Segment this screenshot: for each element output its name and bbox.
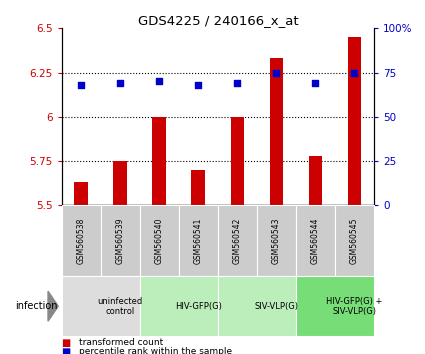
Bar [179,205,218,276]
Point [78,82,85,88]
Bar [230,117,244,205]
Point [273,70,280,75]
Text: percentile rank within the sample: percentile rank within the sample [79,347,232,354]
Point [234,80,241,86]
Bar [296,205,335,276]
Bar [62,205,101,276]
Bar [140,276,218,336]
Text: uninfected
control: uninfected control [98,297,143,316]
Bar [140,205,179,276]
Text: HIV-GFP(G): HIV-GFP(G) [175,302,222,311]
Bar [309,156,322,205]
Text: HIV-GFP(G) +
SIV-VLP(G): HIV-GFP(G) + SIV-VLP(G) [326,297,383,316]
Text: GSM560545: GSM560545 [350,217,359,264]
Text: GSM560541: GSM560541 [194,217,203,264]
Bar [191,170,205,205]
Bar [257,205,296,276]
Text: ■: ■ [62,338,74,348]
Point [312,80,319,86]
Text: infection: infection [15,301,57,311]
Text: GSM560540: GSM560540 [155,217,164,264]
Text: ■: ■ [62,347,74,354]
Bar [74,182,88,205]
Text: GSM560539: GSM560539 [116,217,125,264]
Bar [153,117,166,205]
Point [117,80,124,86]
Text: SIV-VLP(G): SIV-VLP(G) [255,302,298,311]
Title: GDS4225 / 240166_x_at: GDS4225 / 240166_x_at [138,14,298,27]
Text: GSM560542: GSM560542 [233,217,242,264]
Bar [113,161,127,205]
Polygon shape [48,291,58,321]
Bar [218,276,296,336]
Point [351,70,358,75]
Bar [335,205,374,276]
Text: GSM560543: GSM560543 [272,217,281,264]
Bar [269,58,283,205]
Bar [296,276,374,336]
Text: GSM560544: GSM560544 [311,217,320,264]
Bar [101,205,140,276]
Point [156,79,163,84]
Point [195,82,202,88]
Text: GSM560538: GSM560538 [76,217,86,264]
Text: transformed count: transformed count [79,338,163,347]
Bar [62,276,140,336]
Bar [218,205,257,276]
Bar [348,37,361,205]
